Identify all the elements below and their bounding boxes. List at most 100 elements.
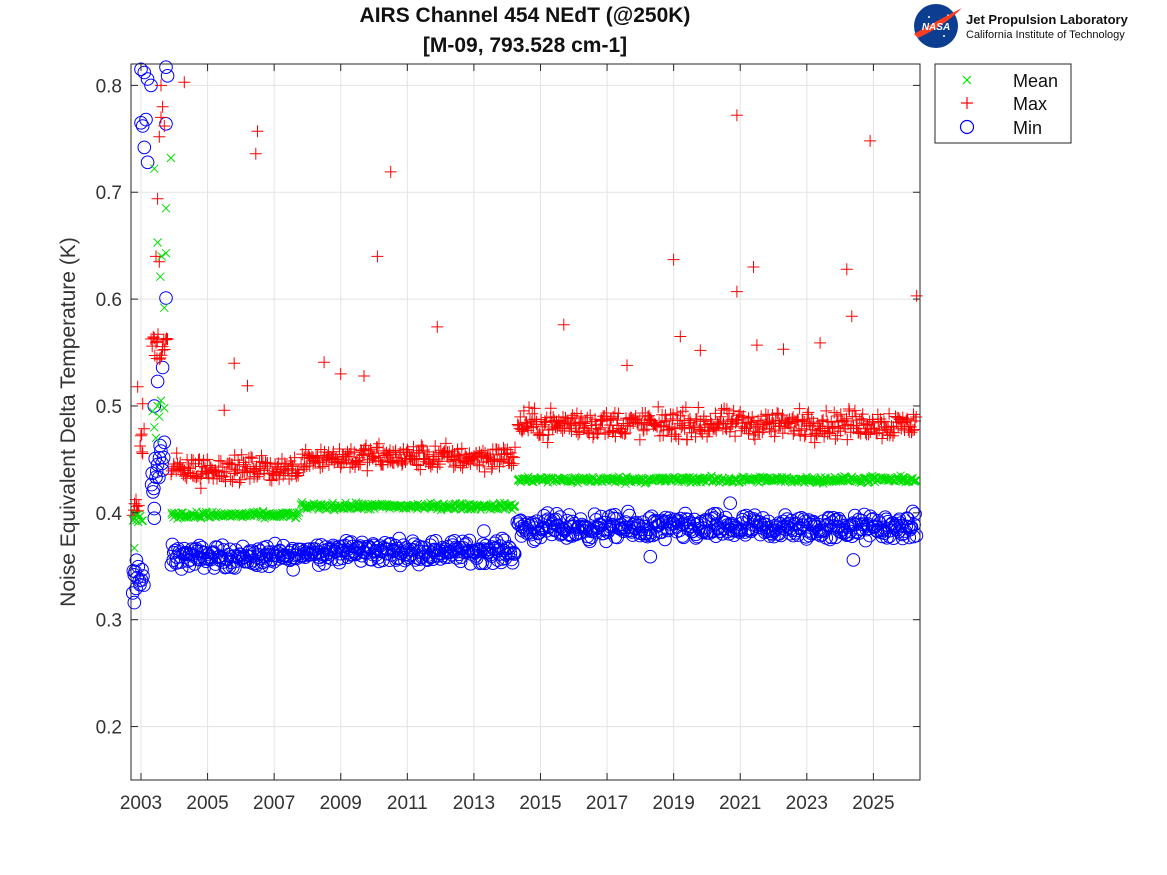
point-max <box>507 451 520 464</box>
point-max <box>156 340 169 353</box>
point-max <box>158 343 171 356</box>
point-min <box>581 532 596 547</box>
point-max <box>291 466 304 479</box>
point-max <box>366 452 379 465</box>
point-max <box>611 414 624 427</box>
point-max <box>594 421 607 434</box>
point-max <box>152 328 164 341</box>
point-mean <box>156 396 166 405</box>
point-max <box>572 428 585 441</box>
point-max <box>578 417 590 430</box>
y-tick-label: 0.8 <box>96 76 122 97</box>
legend-marker-mean <box>962 75 972 85</box>
point-max <box>160 332 173 345</box>
point-max <box>446 445 459 457</box>
x-tick-label: 2017 <box>586 793 628 814</box>
point-max <box>525 421 538 434</box>
point-max <box>888 426 901 439</box>
y-tick-label: 0.4 <box>96 504 123 525</box>
point-max <box>563 422 576 435</box>
point-max <box>477 444 489 457</box>
chart-title-line-2: [M-09, 793.528 cm-1] <box>423 34 627 57</box>
point-min <box>528 532 543 547</box>
point-max <box>694 344 707 357</box>
point-max <box>158 120 171 132</box>
point-min <box>416 549 431 564</box>
point-max <box>255 449 268 462</box>
point-max <box>153 255 166 268</box>
point-max <box>332 455 345 468</box>
point-max <box>697 410 710 423</box>
point-max <box>692 401 705 414</box>
point-max <box>777 343 790 356</box>
point-min <box>643 549 658 564</box>
point-max <box>658 415 671 428</box>
point-max <box>311 449 324 462</box>
point-max <box>730 285 743 298</box>
point-mean <box>154 412 164 422</box>
point-min <box>710 507 725 521</box>
point-max <box>233 476 246 489</box>
x-tick-label: 2005 <box>186 793 228 814</box>
series-min <box>125 60 924 610</box>
point-max <box>633 433 646 446</box>
y-tick-label: 0.5 <box>96 397 122 418</box>
point-min <box>155 456 169 471</box>
point-max <box>211 472 223 485</box>
point-max <box>299 443 312 456</box>
point-max <box>670 430 682 443</box>
point-min <box>364 552 379 567</box>
point-max <box>384 165 397 178</box>
point-max <box>314 462 327 474</box>
x-tick-label: 2013 <box>453 793 495 814</box>
point-min <box>136 569 150 583</box>
point-max <box>593 423 605 436</box>
point-max <box>131 380 144 393</box>
point-max <box>607 424 620 437</box>
point-min <box>578 519 592 534</box>
point-max <box>901 412 913 425</box>
point-max <box>681 433 694 446</box>
point-min <box>156 450 171 465</box>
point-max <box>251 125 264 138</box>
point-min <box>302 542 317 556</box>
point-max <box>539 416 552 429</box>
point-max <box>659 409 672 422</box>
point-min <box>359 546 373 560</box>
point-max <box>136 447 149 460</box>
x-tick-label: 2009 <box>320 793 362 814</box>
point-max <box>589 413 602 426</box>
point-min <box>155 360 170 375</box>
point-mean <box>166 153 176 163</box>
point-min <box>580 521 594 535</box>
point-max <box>298 461 311 473</box>
point-max <box>136 446 149 458</box>
point-max <box>690 413 703 426</box>
jpl-logo: NASA Jet Propulsion Laboratory Californi… <box>914 4 1129 48</box>
point-max <box>251 470 264 483</box>
point-max <box>138 422 151 435</box>
x-tick-label: 2011 <box>387 793 428 814</box>
point-min <box>140 72 155 86</box>
point-max <box>792 424 805 437</box>
point-max <box>715 404 728 417</box>
point-min <box>823 532 837 547</box>
point-max <box>516 423 529 436</box>
point-max <box>134 429 147 442</box>
point-max <box>385 454 398 467</box>
point-min <box>909 528 924 543</box>
point-max <box>156 100 169 113</box>
y-tick-label: 0.7 <box>96 183 122 204</box>
point-max <box>431 320 444 333</box>
point-max <box>318 356 331 369</box>
point-mean <box>155 272 165 282</box>
point-max <box>905 426 918 439</box>
point-max <box>159 333 172 346</box>
point-max <box>223 456 236 469</box>
point-min <box>392 531 407 546</box>
point-max <box>135 428 148 441</box>
point-max <box>848 404 861 417</box>
point-max <box>618 428 631 440</box>
point-min <box>505 556 520 570</box>
point-max <box>908 423 921 436</box>
